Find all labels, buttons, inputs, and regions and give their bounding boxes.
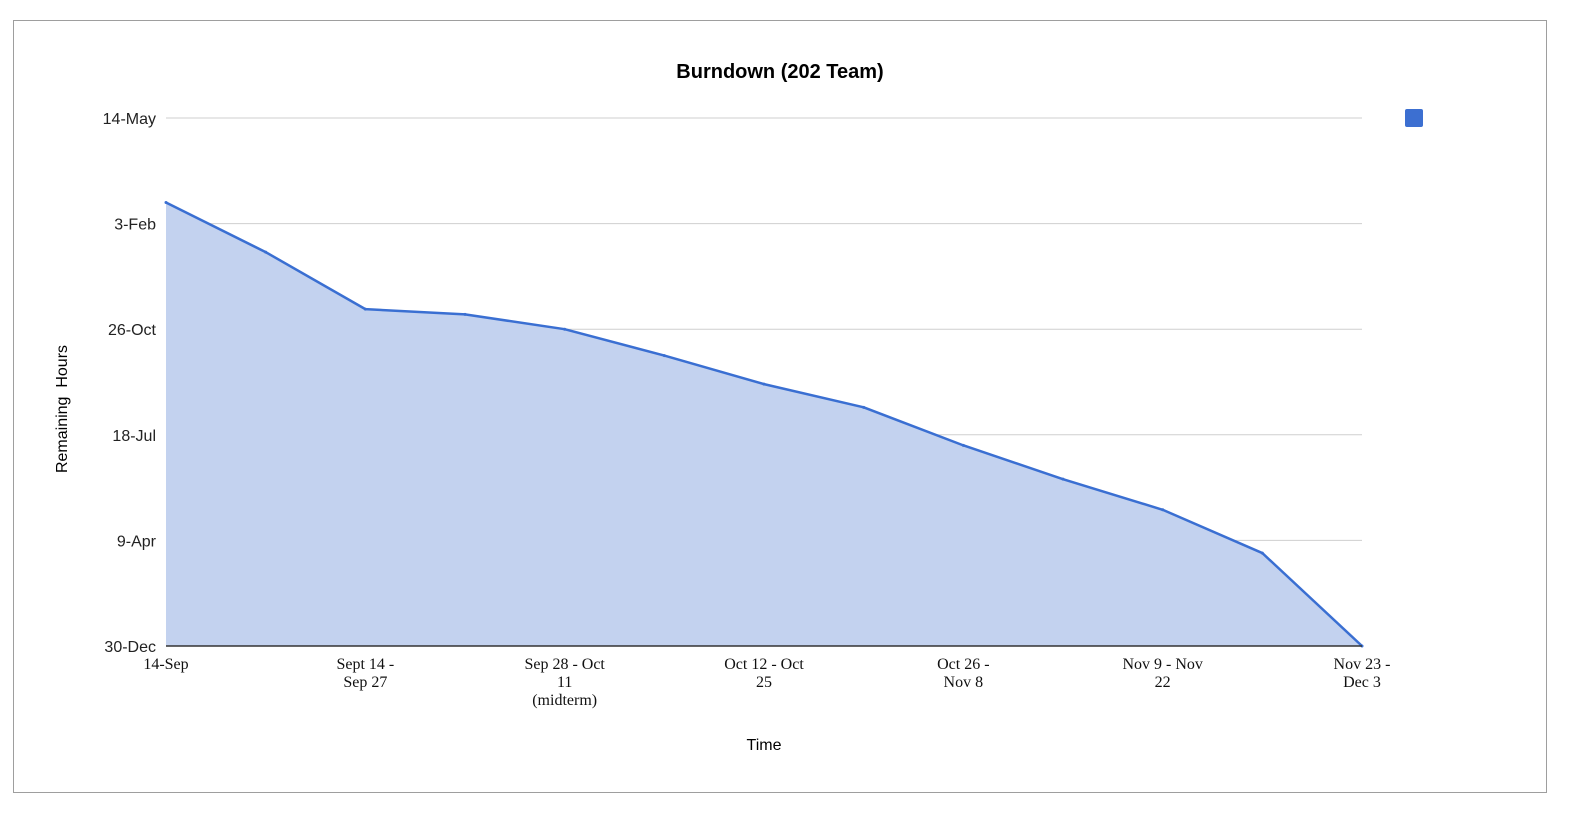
data-point [862,405,866,409]
y-tick-label: 9-Apr [117,533,157,550]
x-axis-ticks: 14-Sep Sept 14 -Sep 27 Sep 28 - Oct 11 (midt… [143,656,1390,709]
data-point [662,354,666,358]
plot-area [164,200,1364,648]
series-area [166,202,1362,647]
y-tick-label: 3-Feb [114,217,156,234]
data-point [1260,551,1264,555]
data-point [1061,477,1065,481]
y-tick-label: 14-May [103,111,156,128]
x-tick-label: Sep 28 - Oct 11 (midterm) [524,656,605,709]
x-axis-label: Time [747,737,782,754]
y-tick-label: 18-Jul [112,428,156,445]
y-tick-label: 30-Dec [104,639,156,656]
x-tick-label: Oct 26 -Nov 8 [937,656,989,691]
y-tick-label: 26-Oct [108,322,157,339]
data-point [264,250,268,254]
data-point [1161,508,1165,512]
data-point [563,327,567,331]
data-point [762,382,766,386]
x-tick-label: Nov 23 -Dec 3 [1334,656,1391,691]
legend-swatch [1405,109,1423,127]
x-tick-label: Nov 9 - Nov 22 [1122,656,1202,691]
x-tick-label: Sept 14 -Sep 27 [336,656,394,691]
y-axis-ticks: 30-Dec 9-Apr 18-Jul 26-Oct 3-Feb 14-May [103,111,157,656]
data-point [164,200,168,204]
x-tick-label: 14-Sep [143,656,188,673]
chart-title: Burndown (202 Team) [676,61,883,83]
x-tick-label: Oct 12 - Oct 25 [724,656,804,691]
data-point [363,307,367,311]
data-point [961,443,965,447]
data-point [463,312,467,316]
y-axis-label: Remaining Hours [54,345,71,473]
